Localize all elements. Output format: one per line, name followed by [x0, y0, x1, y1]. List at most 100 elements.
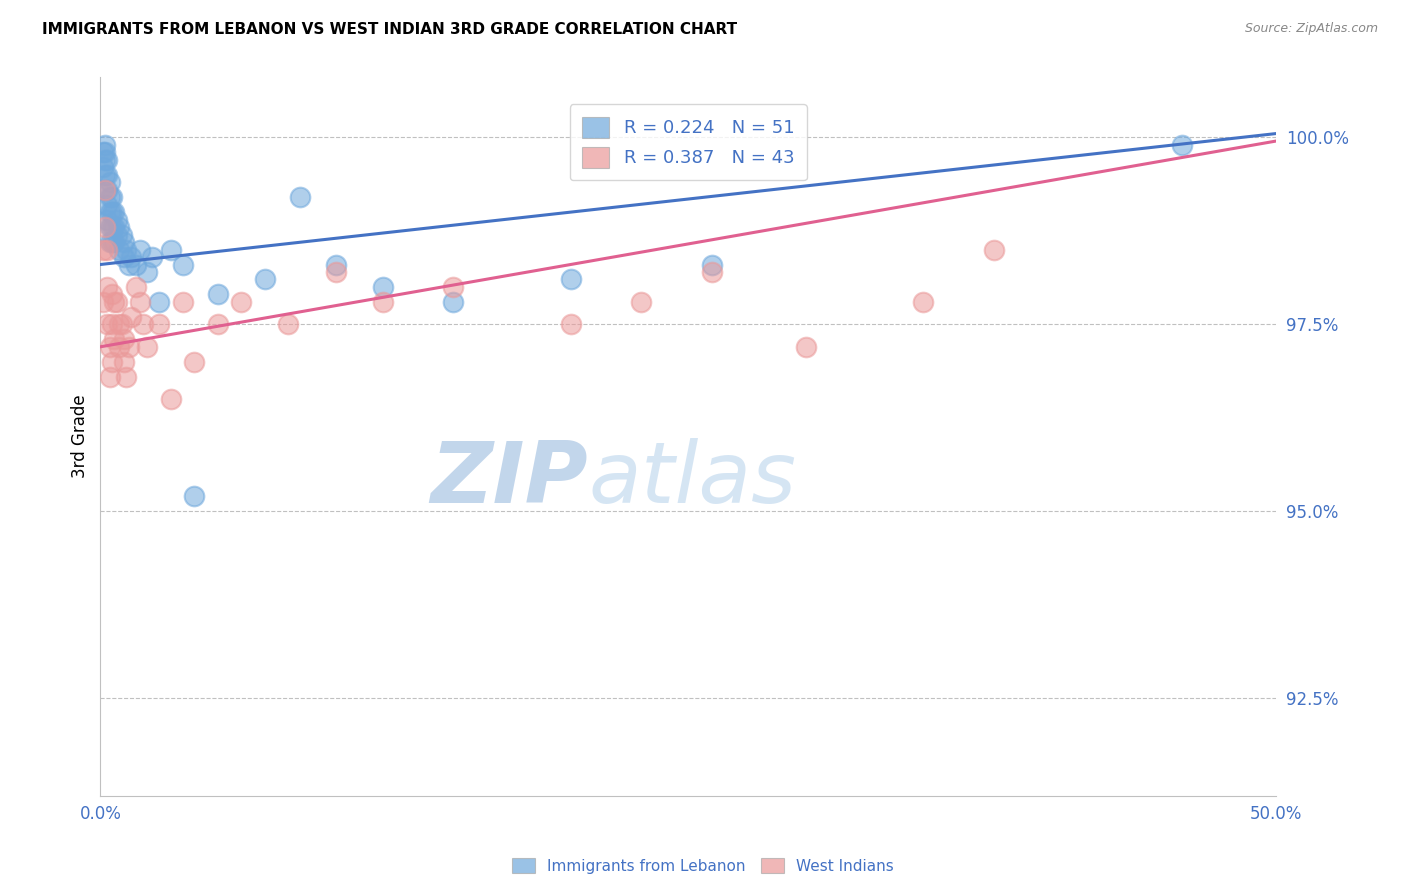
Point — [96, 183, 118, 197]
Point — [129, 243, 152, 257]
Point — [560, 272, 582, 286]
Point — [108, 318, 131, 332]
Point — [141, 250, 163, 264]
Point — [98, 340, 121, 354]
Point — [108, 220, 131, 235]
Point — [290, 190, 312, 204]
Point — [630, 294, 652, 309]
Point — [94, 153, 117, 167]
Point — [103, 332, 125, 346]
Point — [117, 340, 139, 354]
Point — [117, 258, 139, 272]
Point — [105, 294, 128, 309]
Point — [98, 220, 121, 235]
Point — [96, 153, 118, 167]
Point — [101, 205, 124, 219]
Point — [1171, 137, 1194, 152]
Y-axis label: 3rd Grade: 3rd Grade — [72, 395, 89, 478]
Point — [91, 160, 114, 174]
Point — [207, 318, 229, 332]
Point — [120, 310, 142, 324]
Point — [103, 235, 125, 249]
Point — [101, 235, 124, 249]
Point — [325, 258, 347, 272]
Point — [94, 220, 117, 235]
Point — [441, 294, 464, 309]
Text: ZIP: ZIP — [430, 438, 588, 521]
Point — [160, 392, 183, 407]
Point — [983, 243, 1005, 257]
Point — [112, 235, 135, 249]
Point — [112, 250, 135, 264]
Point — [94, 168, 117, 182]
Point — [160, 243, 183, 257]
Point — [96, 212, 118, 227]
Point — [105, 212, 128, 227]
Point — [105, 227, 128, 242]
Point — [148, 318, 170, 332]
Point — [207, 287, 229, 301]
Point — [120, 250, 142, 264]
Point — [96, 318, 118, 332]
Point — [253, 272, 276, 286]
Point — [94, 183, 117, 197]
Point — [98, 175, 121, 189]
Point — [108, 340, 131, 354]
Point — [136, 265, 159, 279]
Point — [101, 220, 124, 235]
Legend: R = 0.224   N = 51, R = 0.387   N = 43: R = 0.224 N = 51, R = 0.387 N = 43 — [569, 104, 807, 180]
Point — [172, 258, 194, 272]
Point — [98, 369, 121, 384]
Point — [101, 318, 124, 332]
Point — [115, 243, 138, 257]
Point — [560, 318, 582, 332]
Point — [103, 205, 125, 219]
Point — [371, 294, 394, 309]
Point — [98, 235, 121, 249]
Point — [94, 137, 117, 152]
Point — [110, 318, 132, 332]
Point — [112, 332, 135, 346]
Legend: Immigrants from Lebanon, West Indians: Immigrants from Lebanon, West Indians — [506, 852, 900, 880]
Point — [94, 145, 117, 160]
Point — [124, 280, 146, 294]
Point — [148, 294, 170, 309]
Point — [103, 294, 125, 309]
Point — [101, 287, 124, 301]
Point — [91, 145, 114, 160]
Point — [129, 294, 152, 309]
Point — [325, 265, 347, 279]
Point — [700, 265, 723, 279]
Point — [101, 190, 124, 204]
Point — [115, 369, 138, 384]
Point — [172, 294, 194, 309]
Text: Source: ZipAtlas.com: Source: ZipAtlas.com — [1244, 22, 1378, 36]
Point — [912, 294, 935, 309]
Point — [794, 340, 817, 354]
Point — [112, 355, 135, 369]
Point — [103, 220, 125, 235]
Point — [96, 243, 118, 257]
Point — [231, 294, 253, 309]
Point — [91, 294, 114, 309]
Point — [700, 258, 723, 272]
Point — [101, 355, 124, 369]
Text: atlas: atlas — [588, 438, 796, 521]
Point — [94, 183, 117, 197]
Point — [91, 243, 114, 257]
Point — [183, 355, 205, 369]
Point — [96, 197, 118, 211]
Point — [131, 318, 153, 332]
Text: IMMIGRANTS FROM LEBANON VS WEST INDIAN 3RD GRADE CORRELATION CHART: IMMIGRANTS FROM LEBANON VS WEST INDIAN 3… — [42, 22, 737, 37]
Point — [98, 190, 121, 204]
Point — [136, 340, 159, 354]
Point — [108, 243, 131, 257]
Point — [96, 168, 118, 182]
Point — [441, 280, 464, 294]
Point — [96, 280, 118, 294]
Point — [183, 490, 205, 504]
Point — [371, 280, 394, 294]
Point — [98, 205, 121, 219]
Point — [124, 258, 146, 272]
Point — [277, 318, 299, 332]
